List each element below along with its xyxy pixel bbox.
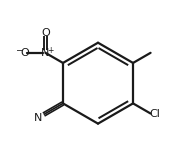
- Text: Cl: Cl: [150, 108, 160, 119]
- Text: N: N: [34, 113, 43, 123]
- Text: +: +: [47, 46, 53, 54]
- Text: O: O: [20, 48, 29, 58]
- Text: O: O: [41, 28, 50, 38]
- Text: N: N: [41, 48, 50, 58]
- Text: −: −: [16, 46, 24, 54]
